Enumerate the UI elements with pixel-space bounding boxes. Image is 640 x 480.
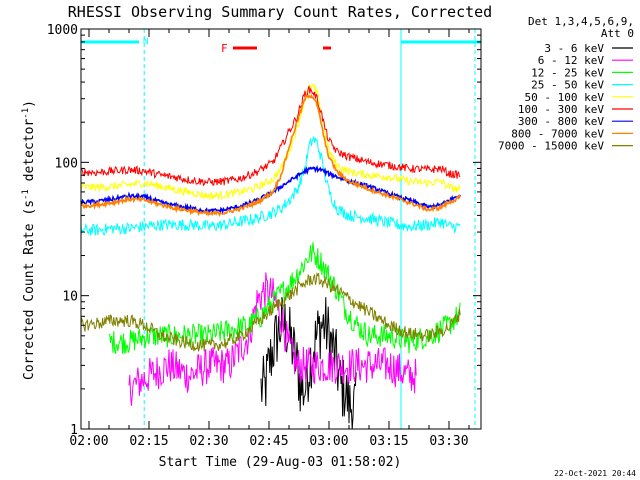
data-series xyxy=(80,82,461,430)
x-tick-label-4: 03:00 xyxy=(309,434,348,449)
axes: 1 10 100 1000 02:00 02:15 02:30 02:45 03:00 03:15… xyxy=(47,23,482,449)
x-tick-label-3: 02:45 xyxy=(249,434,288,449)
series-line-4 xyxy=(80,82,461,200)
x-tick-label-6: 03:30 xyxy=(429,434,468,449)
legend-entry-label-6: 300 - 800 keV xyxy=(518,115,604,128)
x-tick-label-5: 03:15 xyxy=(369,434,408,449)
footer-date: 22-Oct-2021 20:44 xyxy=(554,469,636,478)
y-axis-label-part2: detector xyxy=(22,119,37,190)
legend-entry-label-8: 7000 - 15000 keV xyxy=(498,140,604,153)
legend-header-line1: Det 1,3,4,5,6,9, xyxy=(528,15,634,28)
y-axis-label-exp2: -1 xyxy=(21,108,31,119)
series-line-1 xyxy=(128,272,417,406)
series-line-7 xyxy=(81,93,461,218)
chart-title: RHESSI Observing Summary Count Rates, Co… xyxy=(68,3,492,21)
y-axis-label-part1: Corrected Count Rate (s xyxy=(22,200,37,380)
y-tick-label-0: 1 xyxy=(70,423,78,438)
y-tick-label-1: 10 xyxy=(62,290,78,305)
y-axis-label-exp1: -1 xyxy=(21,189,31,200)
series-line-5 xyxy=(80,85,461,187)
x-tick-label-2: 02:30 xyxy=(189,434,228,449)
y-axis-label-part3: ) xyxy=(22,100,37,108)
y-tick-label-3: 1000 xyxy=(47,23,78,38)
series-line-8 xyxy=(80,271,461,352)
series-line-0 xyxy=(260,297,357,430)
x-axis-label: Start Time (29-Aug-03 01:58:02) xyxy=(159,455,402,470)
legend-entry-label-4: 50 - 100 keV xyxy=(525,91,605,104)
y-tick-label-2: 100 xyxy=(55,156,78,171)
x-tick-label-0: 02:00 xyxy=(69,434,108,449)
legend-entry-label-7: 800 - 7000 keV xyxy=(511,127,604,140)
legend-entry-label-1: 6 - 12 keV xyxy=(538,54,605,67)
flare-marker-label: F xyxy=(221,42,228,55)
night-marker-label: N xyxy=(143,37,148,47)
plot-frame xyxy=(80,28,482,430)
legend-entry-label-3: 25 - 50 keV xyxy=(531,79,604,92)
y-axis-label: Corrected Count Rate (s-1 detector-1) xyxy=(21,100,37,380)
legend-entry-label-2: 12 - 25 keV xyxy=(531,66,604,79)
legend-entry-label-5: 100 - 300 keV xyxy=(518,103,604,116)
legend-entry-label-0: 3 - 6 keV xyxy=(544,42,604,55)
x-tick-label-1: 02:15 xyxy=(129,434,168,449)
legend-header-line2: Att 0 xyxy=(601,27,634,40)
series-line-3 xyxy=(80,135,461,236)
